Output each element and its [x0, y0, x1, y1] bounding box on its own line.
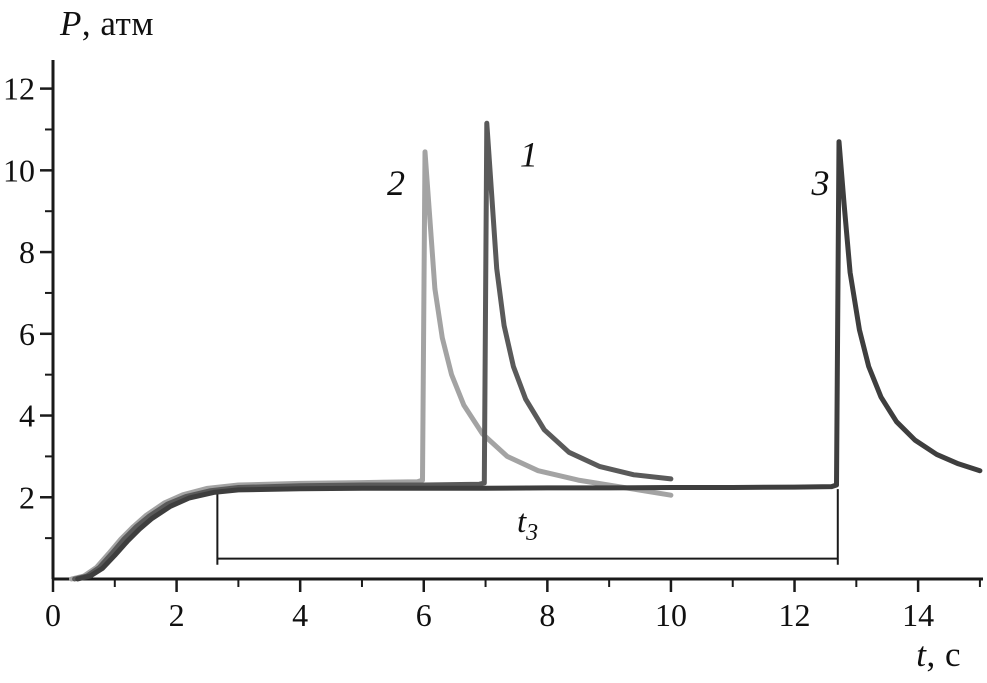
y-axis-title: P, атм [60, 4, 154, 44]
y-tick-label: 8 [19, 234, 35, 270]
y-tick-label: 10 [3, 152, 35, 188]
series-curve-3 [75, 139, 983, 582]
x-tick-label: 0 [45, 597, 61, 633]
x-tick-label: 10 [655, 597, 687, 633]
y-tick-label: 4 [19, 398, 35, 434]
y-axis-symbol: P [60, 4, 82, 43]
t3-label: t3 [517, 504, 538, 546]
x-tick-label: 8 [539, 597, 555, 633]
x-axis-symbol: t [916, 635, 927, 674]
x-axis-title: t, с [916, 635, 961, 675]
x-tick-label: 2 [169, 597, 185, 633]
series-curve-1 [72, 120, 674, 582]
y-tick-label: 12 [3, 71, 35, 107]
series-label-2: 2 [387, 163, 405, 203]
y-tick-label: 2 [19, 479, 35, 515]
x-tick-label: 14 [902, 597, 934, 633]
series-label-3: 3 [810, 163, 829, 203]
series-label-1: 1 [520, 134, 538, 174]
x-axis-unit: , с [926, 635, 961, 674]
x-tick-label: 6 [416, 597, 432, 633]
x-tick-label: 12 [779, 597, 811, 633]
y-axis-unit: , атм [81, 4, 154, 43]
y-tick-label: 6 [19, 316, 35, 352]
x-tick-label: 4 [292, 597, 308, 633]
